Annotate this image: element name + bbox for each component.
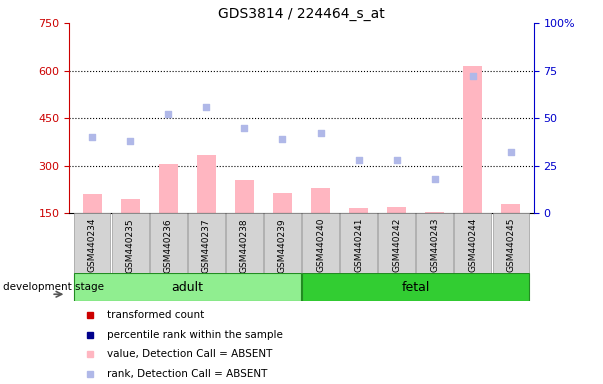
Text: adult: adult xyxy=(171,281,203,293)
Text: transformed count: transformed count xyxy=(107,310,204,320)
FancyBboxPatch shape xyxy=(74,273,301,301)
Point xyxy=(201,104,211,110)
Point xyxy=(316,130,326,136)
Text: GSM440234: GSM440234 xyxy=(87,218,96,272)
FancyBboxPatch shape xyxy=(112,213,148,273)
FancyBboxPatch shape xyxy=(74,213,110,273)
Point xyxy=(506,149,516,156)
Point xyxy=(87,134,97,140)
Text: development stage: development stage xyxy=(3,282,104,292)
Text: fetal: fetal xyxy=(402,281,430,293)
Text: GSM440241: GSM440241 xyxy=(354,218,363,272)
FancyBboxPatch shape xyxy=(378,213,415,273)
Text: GSM440235: GSM440235 xyxy=(126,218,134,273)
FancyBboxPatch shape xyxy=(188,213,225,273)
Text: GSM440237: GSM440237 xyxy=(202,218,211,273)
FancyBboxPatch shape xyxy=(150,213,186,273)
Text: GSM440245: GSM440245 xyxy=(507,218,516,272)
Bar xyxy=(311,188,330,213)
Bar xyxy=(425,212,444,213)
Point xyxy=(392,157,402,163)
Text: rank, Detection Call = ABSENT: rank, Detection Call = ABSENT xyxy=(107,369,267,379)
FancyBboxPatch shape xyxy=(302,213,339,273)
FancyBboxPatch shape xyxy=(417,213,453,273)
FancyBboxPatch shape xyxy=(493,213,529,273)
Point xyxy=(277,136,287,142)
Text: GSM440243: GSM440243 xyxy=(430,218,439,272)
Text: value, Detection Call = ABSENT: value, Detection Call = ABSENT xyxy=(107,349,272,359)
Point xyxy=(239,124,249,131)
Text: GSM440240: GSM440240 xyxy=(316,218,325,272)
Bar xyxy=(235,180,254,213)
Bar xyxy=(121,199,140,213)
Title: GDS3814 / 224464_s_at: GDS3814 / 224464_s_at xyxy=(218,7,385,21)
FancyBboxPatch shape xyxy=(340,213,377,273)
Point xyxy=(354,157,364,163)
Bar xyxy=(463,66,482,213)
Bar xyxy=(501,204,520,213)
Text: GSM440238: GSM440238 xyxy=(240,218,249,273)
FancyBboxPatch shape xyxy=(226,213,263,273)
Point xyxy=(163,111,173,118)
Point xyxy=(468,73,478,79)
Bar xyxy=(387,207,406,213)
Bar xyxy=(159,164,178,213)
Bar xyxy=(83,194,102,213)
Bar xyxy=(197,154,216,213)
Point xyxy=(430,176,440,182)
Bar xyxy=(349,209,368,213)
Point xyxy=(125,138,135,144)
Bar xyxy=(273,192,292,213)
Text: GSM440239: GSM440239 xyxy=(278,218,287,273)
Text: percentile rank within the sample: percentile rank within the sample xyxy=(107,330,283,340)
Text: GSM440242: GSM440242 xyxy=(392,218,401,272)
Text: GSM440236: GSM440236 xyxy=(164,218,173,273)
FancyBboxPatch shape xyxy=(455,213,491,273)
Text: GSM440244: GSM440244 xyxy=(469,218,477,272)
FancyBboxPatch shape xyxy=(264,213,301,273)
FancyBboxPatch shape xyxy=(302,273,529,301)
